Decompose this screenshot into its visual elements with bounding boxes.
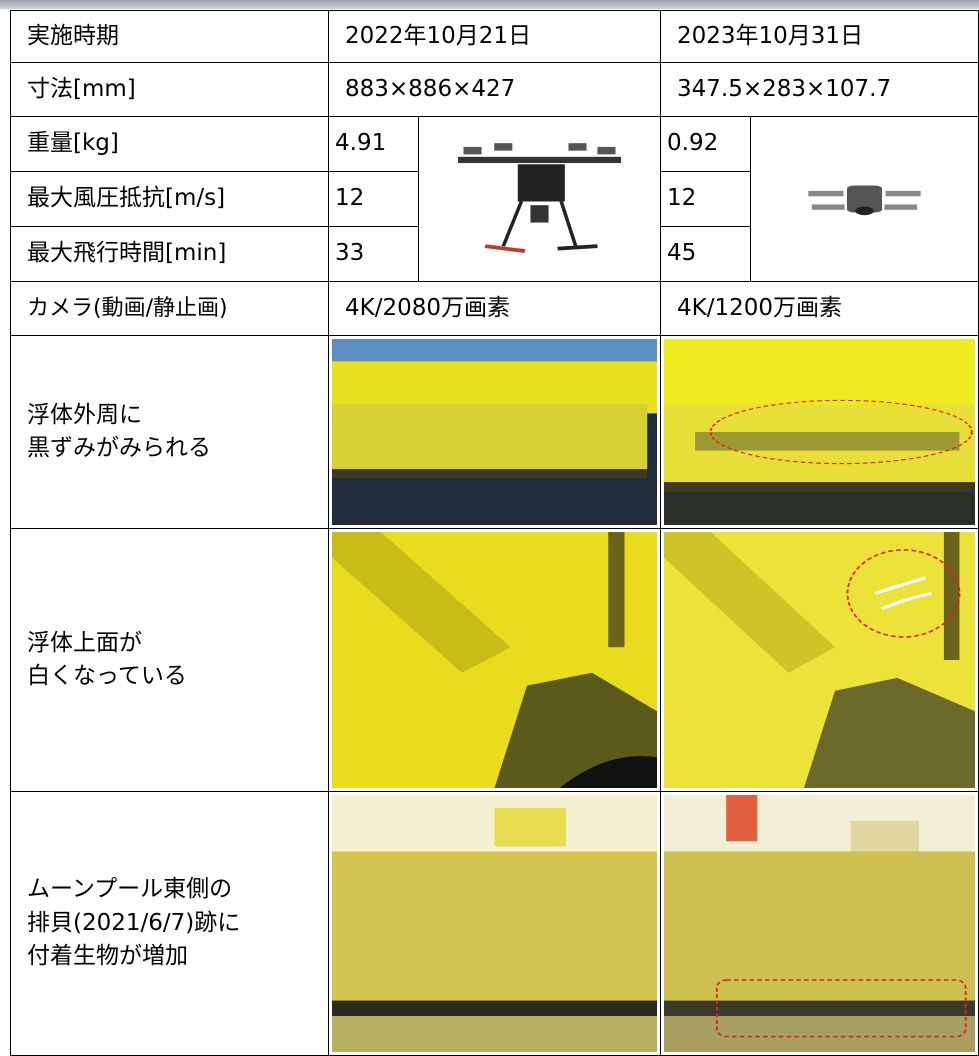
- drone-mavic: [808, 185, 921, 216]
- water: [332, 1016, 657, 1052]
- top: [664, 795, 975, 852]
- drone-m210: [458, 143, 621, 253]
- photo: [660, 335, 979, 529]
- seam: [332, 532, 511, 673]
- deck-photo: [332, 532, 657, 788]
- row-label: ムーンプール東側の 排貝(2021/6/7)跡に 付着生物が増加: [10, 791, 329, 1056]
- arm: [885, 190, 921, 197]
- leg: [501, 201, 524, 247]
- row-label: 重量[kg]: [10, 116, 329, 172]
- photo: [660, 791, 979, 1056]
- skid: [484, 244, 526, 253]
- white-mark: [874, 576, 932, 611]
- rail: [943, 532, 960, 660]
- cell: 2022年10月21日: [328, 10, 661, 63]
- stain: [695, 432, 960, 451]
- hull-photo: [664, 339, 975, 525]
- fouling: [332, 469, 648, 479]
- cell: 347.5×283×107.7: [660, 62, 979, 117]
- prop: [597, 146, 616, 155]
- row-label: カメラ(動画/静止画): [10, 281, 329, 336]
- cell: 33: [328, 226, 419, 282]
- photo: [328, 528, 661, 792]
- highlight: [846, 549, 961, 638]
- cell: 4K/1200万画素: [660, 281, 979, 336]
- cell: 12: [660, 171, 751, 227]
- drone-image: [750, 116, 979, 282]
- camera: [855, 206, 874, 216]
- highlight: [715, 979, 967, 1038]
- row-label: 最大飛行時間[min]: [10, 226, 329, 282]
- skid: [557, 244, 598, 251]
- fouling: [664, 1000, 975, 1017]
- row-label: 最大風圧抵抗[m/s]: [10, 171, 329, 227]
- arm: [811, 204, 845, 210]
- row-label: 寸法[mm]: [10, 62, 329, 117]
- structure: [850, 820, 920, 852]
- wall: [664, 851, 975, 1001]
- fouling: [664, 482, 975, 492]
- structure: [494, 807, 566, 847]
- top-bar: [0, 0, 979, 9]
- wall-photo: [332, 795, 657, 1052]
- highlight: [709, 399, 973, 465]
- fouling: [332, 1000, 657, 1017]
- body: [846, 185, 883, 213]
- hull-photo: [332, 339, 657, 525]
- row-label: 浮体上面が 白くなっている: [10, 528, 329, 792]
- water: [664, 1016, 975, 1052]
- seam: [664, 532, 836, 673]
- cell: 0.92: [660, 116, 751, 172]
- arm: [884, 204, 918, 210]
- structure: [726, 795, 758, 842]
- wall-photo: [664, 795, 975, 1052]
- cell: 883×886×427: [328, 62, 661, 117]
- cell: 4.91: [328, 116, 419, 172]
- wall: [332, 851, 657, 1001]
- prop: [568, 143, 587, 151]
- cell: 12: [328, 171, 419, 227]
- dark: [559, 756, 657, 788]
- drone-image: [418, 116, 661, 282]
- body: [517, 164, 565, 202]
- photo: [328, 335, 661, 529]
- photo: [660, 528, 979, 792]
- photo: [328, 791, 661, 1056]
- arm: [808, 190, 844, 197]
- row-label: 実施時期: [10, 10, 329, 63]
- cell: 4K/2080万画素: [328, 281, 661, 336]
- prop: [494, 143, 513, 151]
- sky: [332, 339, 657, 366]
- cell: 45: [660, 226, 751, 282]
- deck-photo: [664, 532, 975, 788]
- row-label: 浮体外周に 黒ずみがみられる: [10, 335, 329, 529]
- hull: [332, 404, 648, 470]
- rail: [608, 532, 625, 648]
- camera: [530, 205, 549, 223]
- prop: [463, 146, 482, 155]
- deck: [664, 339, 975, 414]
- cell: 2023年10月31日: [660, 10, 979, 63]
- shadow: [803, 677, 975, 788]
- arm: [458, 156, 621, 164]
- leg: [559, 201, 578, 247]
